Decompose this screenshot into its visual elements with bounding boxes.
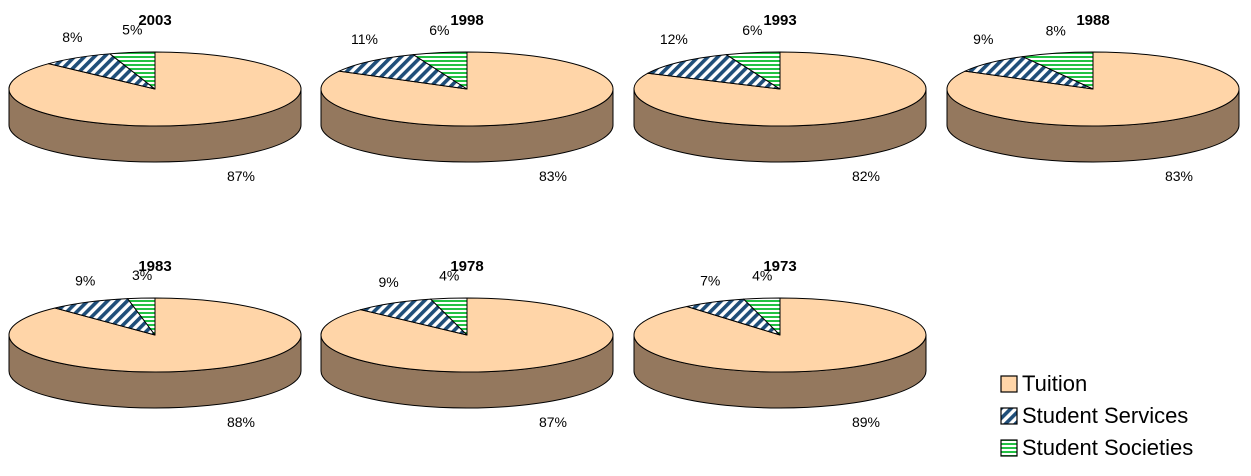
pie-title-1983: 1983 [138,258,171,275]
data-label-student-services-1998: 11% [351,31,378,47]
data-label-student-societies-1973: 4% [752,267,772,283]
data-label-student-societies-1983: 3% [132,267,152,283]
pie-chart-1998: 1998 83% 11% 6% [320,12,614,184]
legend: Tuition Student Services Student Societi… [1000,368,1193,464]
student-services-swatch-icon [1000,407,1018,425]
pie-chart-1973: 1973 89% 7% 4% [633,258,927,430]
pie-title-1998: 1998 [450,12,483,29]
data-label-student-societies-1998: 6% [429,22,449,38]
legend-label-tuition: Tuition [1022,371,1088,396]
pie-slice-student-societies-1988 [1022,51,1094,90]
data-label-tuition-1988: 83% [1165,168,1193,184]
pie-chart-1978: 1978 87% 9% 4% [320,258,614,430]
data-label-student-services-1973: 7% [700,273,720,289]
data-label-tuition-1998: 83% [539,168,567,184]
data-label-student-services-1978: 9% [378,274,398,290]
pie-slice-student-societies-1993 [725,51,781,90]
pie-chart-2003: 2003 87% 8% 5% [8,12,302,184]
pie-chart-1988: 1988 83% 9% 8% [946,12,1240,184]
data-label-tuition-1993: 82% [852,168,880,184]
tuition-swatch-icon [1000,375,1018,393]
pie-title-1988: 1988 [1076,12,1109,29]
data-label-student-societies-2003: 5% [122,22,142,38]
legend-item-student-societies: Student Societies [1000,432,1193,464]
data-label-tuition-1983: 88% [227,414,255,430]
pie-slice-student-societies-1978 [430,297,468,336]
data-label-student-societies-1988: 8% [1046,23,1066,39]
pie-slice-student-services-1993 [647,54,781,90]
data-label-student-services-1983: 9% [75,273,95,289]
data-label-tuition-1978: 87% [539,414,567,430]
legend-label-student-services: Student Services [1022,403,1189,428]
data-label-tuition-2003: 87% [227,168,255,184]
data-label-student-societies-1993: 6% [742,22,762,38]
legend-item-tuition: Tuition [1000,368,1193,400]
pie-slice-student-societies-1998 [412,51,468,90]
pie-chart-1983: 1983 88% 9% 3% [8,258,302,430]
legend-label-student-societies: Student Societies [1022,435,1194,460]
pie-slice-student-societies-2003 [109,51,156,90]
pie-slice-student-services-1988 [964,56,1094,90]
legend-item-student-services: Student Services [1000,400,1193,432]
pie-chart-1993: 1993 82% 12% 6% [633,12,927,184]
student-societies-swatch-icon [1000,439,1018,457]
pie-slice-student-services-1978 [360,298,468,336]
pie-slice-student-societies-1973 [743,297,781,336]
data-label-student-services-2003: 8% [62,29,82,45]
data-label-student-societies-1978: 4% [439,267,459,283]
pie-slice-student-societies-1983 [127,297,156,336]
pie-title-1993: 1993 [763,12,796,29]
data-label-student-services-1988: 9% [973,31,993,47]
pie-title-1978: 1978 [450,258,483,275]
data-label-student-services-1993: 12% [660,31,688,47]
pie-title-2003: 2003 [138,12,171,29]
pie-slice-student-services-1983 [54,298,156,336]
data-label-tuition-1973: 89% [852,414,880,430]
pie-title-1973: 1973 [763,258,796,275]
pie-slice-student-services-1998 [338,54,468,90]
